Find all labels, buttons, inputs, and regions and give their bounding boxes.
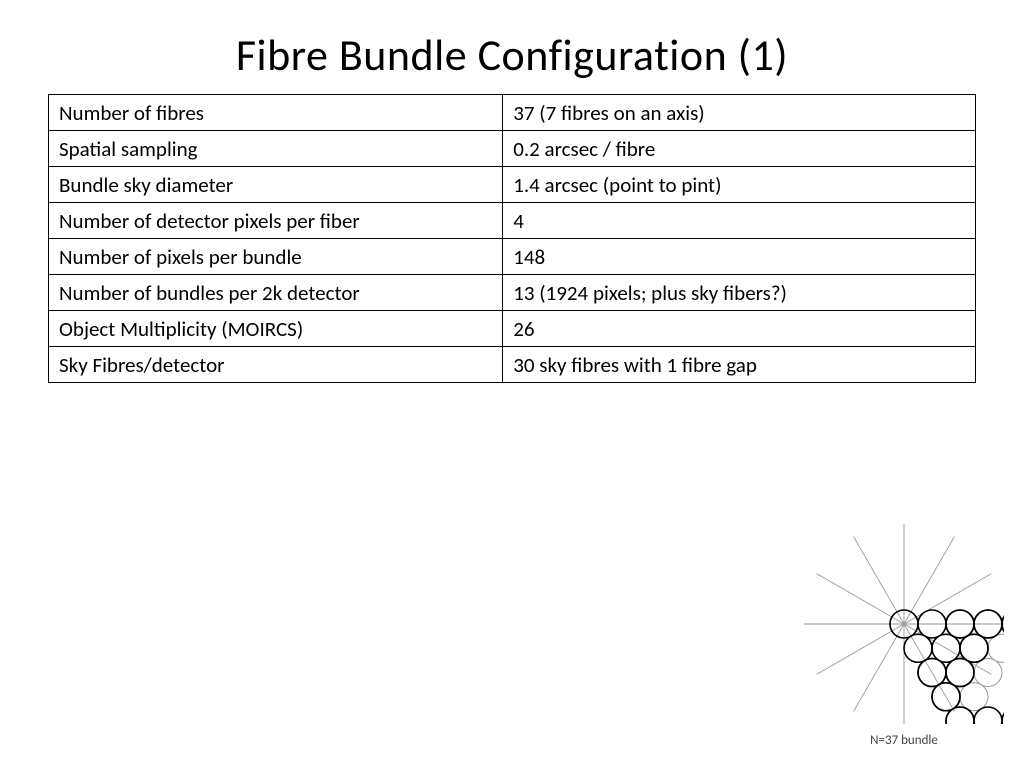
param-value: 37 (7 fibres on an axis) bbox=[503, 95, 976, 131]
param-label: Number of bundles per 2k detector bbox=[49, 275, 503, 311]
table-row: Number of bundles per 2k detector 13 (19… bbox=[49, 275, 976, 311]
config-table: Number of fibres 37 (7 fibres on an axis… bbox=[48, 94, 976, 383]
param-label: Bundle sky diameter bbox=[49, 167, 503, 203]
table-row: Bundle sky diameter 1.4 arcsec (point to… bbox=[49, 167, 976, 203]
table-row: Object Multiplicity (MOIRCS) 26 bbox=[49, 311, 976, 347]
param-label: Spatial sampling bbox=[49, 131, 503, 167]
param-value: 30 sky fibres with 1 fibre gap bbox=[503, 347, 976, 383]
table-row: Number of detector pixels per fiber 4 bbox=[49, 203, 976, 239]
param-label: Sky Fibres/detector bbox=[49, 347, 503, 383]
param-value: 13 (1924 pixels; plus sky fibers?) bbox=[503, 275, 976, 311]
table-row: Number of fibres 37 (7 fibres on an axis… bbox=[49, 95, 976, 131]
table-row: Spatial sampling 0.2 arcsec / fibre bbox=[49, 131, 976, 167]
diagram-caption: N=37 bundle bbox=[804, 733, 1004, 748]
param-label: Number of pixels per bundle bbox=[49, 239, 503, 275]
table-row: Sky Fibres/detector 30 sky fibres with 1… bbox=[49, 347, 976, 383]
page-title: Fibre Bundle Configuration (1) bbox=[0, 0, 1024, 94]
param-value: 148 bbox=[503, 239, 976, 275]
param-value: 0.2 arcsec / fibre bbox=[503, 131, 976, 167]
bundle-diagram: N=37 bundle bbox=[804, 524, 1004, 748]
param-value: 26 bbox=[503, 311, 976, 347]
param-value: 4 bbox=[503, 203, 976, 239]
table-row: Number of pixels per bundle 148 bbox=[49, 239, 976, 275]
param-label: Number of fibres bbox=[49, 95, 503, 131]
param-label: Number of detector pixels per fiber bbox=[49, 203, 503, 239]
param-label: Object Multiplicity (MOIRCS) bbox=[49, 311, 503, 347]
bundle-svg bbox=[804, 524, 1004, 724]
param-value: 1.4 arcsec (point to pint) bbox=[503, 167, 976, 203]
